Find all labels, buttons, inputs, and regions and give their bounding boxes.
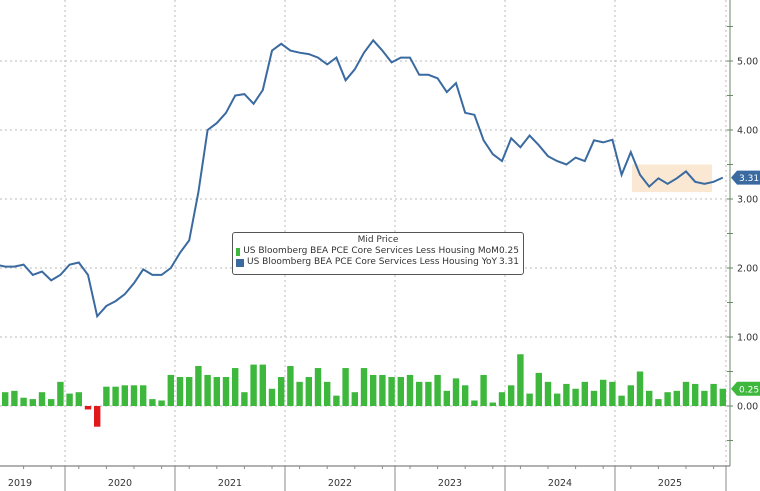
svg-text:1.00: 1.00 (737, 333, 758, 344)
mom-bars (1, 354, 726, 427)
legend-item-mom: US Bloomberg BEA PCE Core Services Less … (233, 246, 523, 257)
svg-text:3.31: 3.31 (739, 174, 759, 184)
legend-label: US Bloomberg BEA PCE Core Services Less … (247, 257, 498, 267)
svg-text:2020: 2020 (108, 478, 132, 489)
svg-text:4.00: 4.00 (737, 126, 758, 137)
svg-text:2023: 2023 (438, 478, 462, 489)
legend-value: 0.25 (498, 246, 519, 256)
y-axis: 5.00 4.00 3.00 2.00 1.00 0.00 (727, 0, 758, 466)
legend-swatch-blue (236, 258, 244, 267)
last-value-tags: 3.31 0.25 (731, 170, 760, 396)
highlight-box (632, 164, 712, 193)
legend-title: Mid Price (357, 235, 399, 245)
svg-text:5.00: 5.00 (737, 57, 758, 68)
svg-text:0.00: 0.00 (737, 402, 758, 413)
legend-label: US Bloomberg BEA PCE Core Services Less … (243, 246, 499, 256)
svg-text:2.00: 2.00 (737, 264, 758, 275)
legend-item-yoy: US Bloomberg BEA PCE Core Services Less … (233, 257, 523, 268)
svg-text:2024: 2024 (548, 478, 572, 489)
svg-text:2019: 2019 (8, 478, 32, 489)
svg-text:3.00: 3.00 (737, 195, 758, 206)
legend-value: 3.31 (498, 257, 519, 267)
svg-text:2025: 2025 (658, 478, 682, 489)
gridlines (0, 0, 728, 491)
svg-text:2022: 2022 (328, 478, 352, 489)
legend-swatch-green (236, 247, 241, 256)
x-axis: 2019 2020 2021 2022 2023 2024 2025 (0, 465, 730, 491)
legend: Mid Price US Bloomberg BEA PCE Core Serv… (232, 232, 524, 275)
yoy-line (0, 38, 724, 319)
svg-text:2021: 2021 (218, 478, 242, 489)
svg-text:0.25: 0.25 (739, 385, 759, 395)
